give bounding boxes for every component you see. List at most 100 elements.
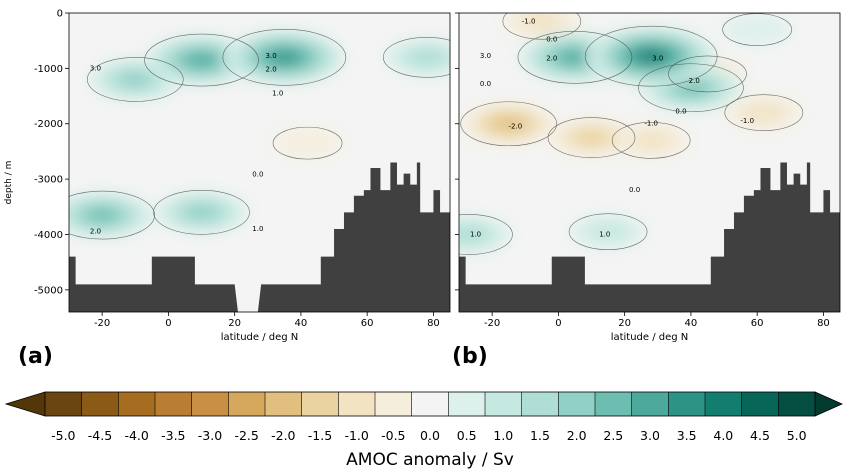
y-tick-label: -3000 bbox=[34, 175, 63, 186]
y-tick-label: 0 bbox=[57, 9, 63, 20]
contour-line bbox=[69, 190, 155, 240]
contour-line bbox=[568, 213, 648, 251]
colorbar-segment bbox=[155, 392, 192, 416]
contour-label: -1.0 bbox=[740, 117, 754, 125]
contour-line bbox=[668, 55, 747, 93]
colorbar-tick-label: 3.0 bbox=[640, 428, 660, 443]
contour-label: 2.0 bbox=[90, 228, 101, 236]
anomaly-blob bbox=[273, 127, 343, 160]
contour-label: -1.0 bbox=[522, 17, 536, 25]
anomaly-blob bbox=[518, 13, 566, 33]
colorbar-segment bbox=[485, 392, 522, 416]
colorbar: -5.0 -4.5 -4.0 -3.5 -3.0 -2.5 -2.0 -1.5 -1.0 -0.5… bbox=[4, 391, 843, 470]
contour-label: 1.0 bbox=[470, 230, 481, 238]
x-tick-label: 20 bbox=[618, 318, 631, 329]
colorbar-over-arrow bbox=[814, 391, 843, 417]
x-axis-label: latitude / deg N bbox=[221, 332, 299, 343]
anomaly-blob bbox=[87, 208, 117, 222]
contour-line bbox=[383, 37, 450, 78]
colorbar-tick-label: -3.5 bbox=[161, 428, 185, 443]
colorbar-label: AMOC anomaly / Sv bbox=[346, 450, 514, 470]
contour-line bbox=[502, 13, 582, 40]
contour-line bbox=[611, 122, 691, 159]
colorbar-under-arrow bbox=[4, 391, 46, 417]
anomaly-blob bbox=[722, 13, 792, 46]
colorbar-segment bbox=[668, 392, 706, 416]
colorbar-segment bbox=[741, 392, 779, 416]
anomaly-blob bbox=[272, 51, 297, 63]
colorbar-segment bbox=[191, 392, 229, 416]
panel-label: (a) bbox=[18, 344, 53, 369]
colorbar-segment bbox=[228, 392, 266, 416]
colorbar-tick-label: 0.5 bbox=[457, 428, 477, 443]
anomaly-blob bbox=[740, 101, 788, 124]
colorbar-tick-label: 0.0 bbox=[420, 428, 440, 443]
contour-label: 2.0 bbox=[546, 54, 557, 62]
plot-frame bbox=[68, 12, 451, 313]
contour-line bbox=[547, 117, 636, 158]
x-tick-label: 80 bbox=[817, 318, 830, 329]
anomaly-blob bbox=[561, 51, 589, 64]
colorbar-segment bbox=[45, 392, 82, 416]
colorbar-tick-label: 2.5 bbox=[603, 428, 623, 443]
colorbar-tick-label: 1.0 bbox=[493, 428, 513, 443]
x-tick-label: -20 bbox=[484, 318, 500, 329]
contour-line bbox=[222, 28, 347, 86]
contour-line bbox=[460, 101, 557, 147]
x-tick-label: 20 bbox=[228, 318, 241, 329]
colorbar-tick-label: -1.0 bbox=[344, 428, 368, 443]
colorbar-tick-label: -4.5 bbox=[88, 428, 112, 443]
anomaly-field bbox=[69, 29, 450, 240]
colorbar-segment bbox=[265, 392, 302, 416]
colorbar-segment bbox=[338, 392, 376, 416]
anomaly-blob bbox=[459, 225, 488, 244]
contour-label: 1.0 bbox=[272, 89, 283, 97]
anomaly-blob bbox=[676, 81, 706, 95]
contour-label: 1.0 bbox=[252, 225, 263, 233]
colorbar-frame bbox=[44, 391, 816, 417]
contour-line bbox=[722, 13, 792, 46]
x-tick-label: 40 bbox=[295, 318, 308, 329]
colorbar-segment bbox=[448, 392, 486, 416]
x-tick-label: 0 bbox=[165, 318, 171, 329]
anomaly-blob bbox=[185, 205, 218, 220]
contour-label: 1.0 bbox=[599, 230, 610, 238]
x-tick-label: -20 bbox=[94, 318, 110, 329]
colorbar-segment bbox=[595, 392, 632, 416]
x-tick-label: 60 bbox=[361, 318, 374, 329]
contour-line bbox=[517, 30, 633, 84]
y-tick-label: -5000 bbox=[34, 285, 63, 296]
anomaly-blob bbox=[639, 50, 663, 62]
contour-line bbox=[459, 214, 513, 255]
plot-area: -1.0 0.0 3.0 2.0 3.0 0.0 2.0 0.0 -1.0 -1.0 -2.0 0.0… bbox=[459, 13, 840, 312]
colorbar-segment bbox=[118, 392, 156, 416]
contour-label: 3.0 bbox=[652, 54, 663, 62]
colorbar-tick-label: -2.0 bbox=[271, 428, 295, 443]
contour-label: 0.0 bbox=[252, 171, 263, 179]
contour-label: 3.0 bbox=[266, 52, 277, 60]
contour-line bbox=[144, 33, 259, 87]
colorbar-tick-label: -2.5 bbox=[234, 428, 258, 443]
colorbar-tick-label: 1.5 bbox=[530, 428, 550, 443]
x-tick-label: 60 bbox=[751, 318, 764, 329]
contour-label: 0.0 bbox=[546, 36, 557, 44]
colorbar-segment bbox=[521, 392, 559, 416]
contour-label: 3.0 bbox=[90, 64, 101, 72]
colorbar-segment bbox=[705, 392, 742, 416]
anomaly-blob bbox=[188, 54, 215, 67]
anomaly-blob bbox=[408, 48, 446, 66]
plot-frame bbox=[458, 12, 841, 313]
x-axis-label: latitude / deg N bbox=[611, 332, 689, 343]
contour-label: 2.0 bbox=[689, 77, 700, 85]
x-tick-label: 40 bbox=[685, 318, 698, 329]
colorbar-tick-label: 5.0 bbox=[787, 428, 807, 443]
panel-a: 3.0 3.0 2.0 1.0 0.0 2.0 1.0 -20 0 20 40 60 80 latitud… bbox=[4, 9, 451, 369]
colorbar-tick-label: -3.0 bbox=[198, 428, 222, 443]
y-axis-label: depth / m bbox=[4, 161, 14, 205]
anomaly-blob bbox=[627, 129, 675, 152]
contour-label: 3.0 bbox=[480, 52, 491, 60]
colorbar-tick-label: -0.5 bbox=[381, 428, 405, 443]
bathymetry bbox=[69, 162, 450, 312]
panel-label: (b) bbox=[452, 344, 488, 369]
